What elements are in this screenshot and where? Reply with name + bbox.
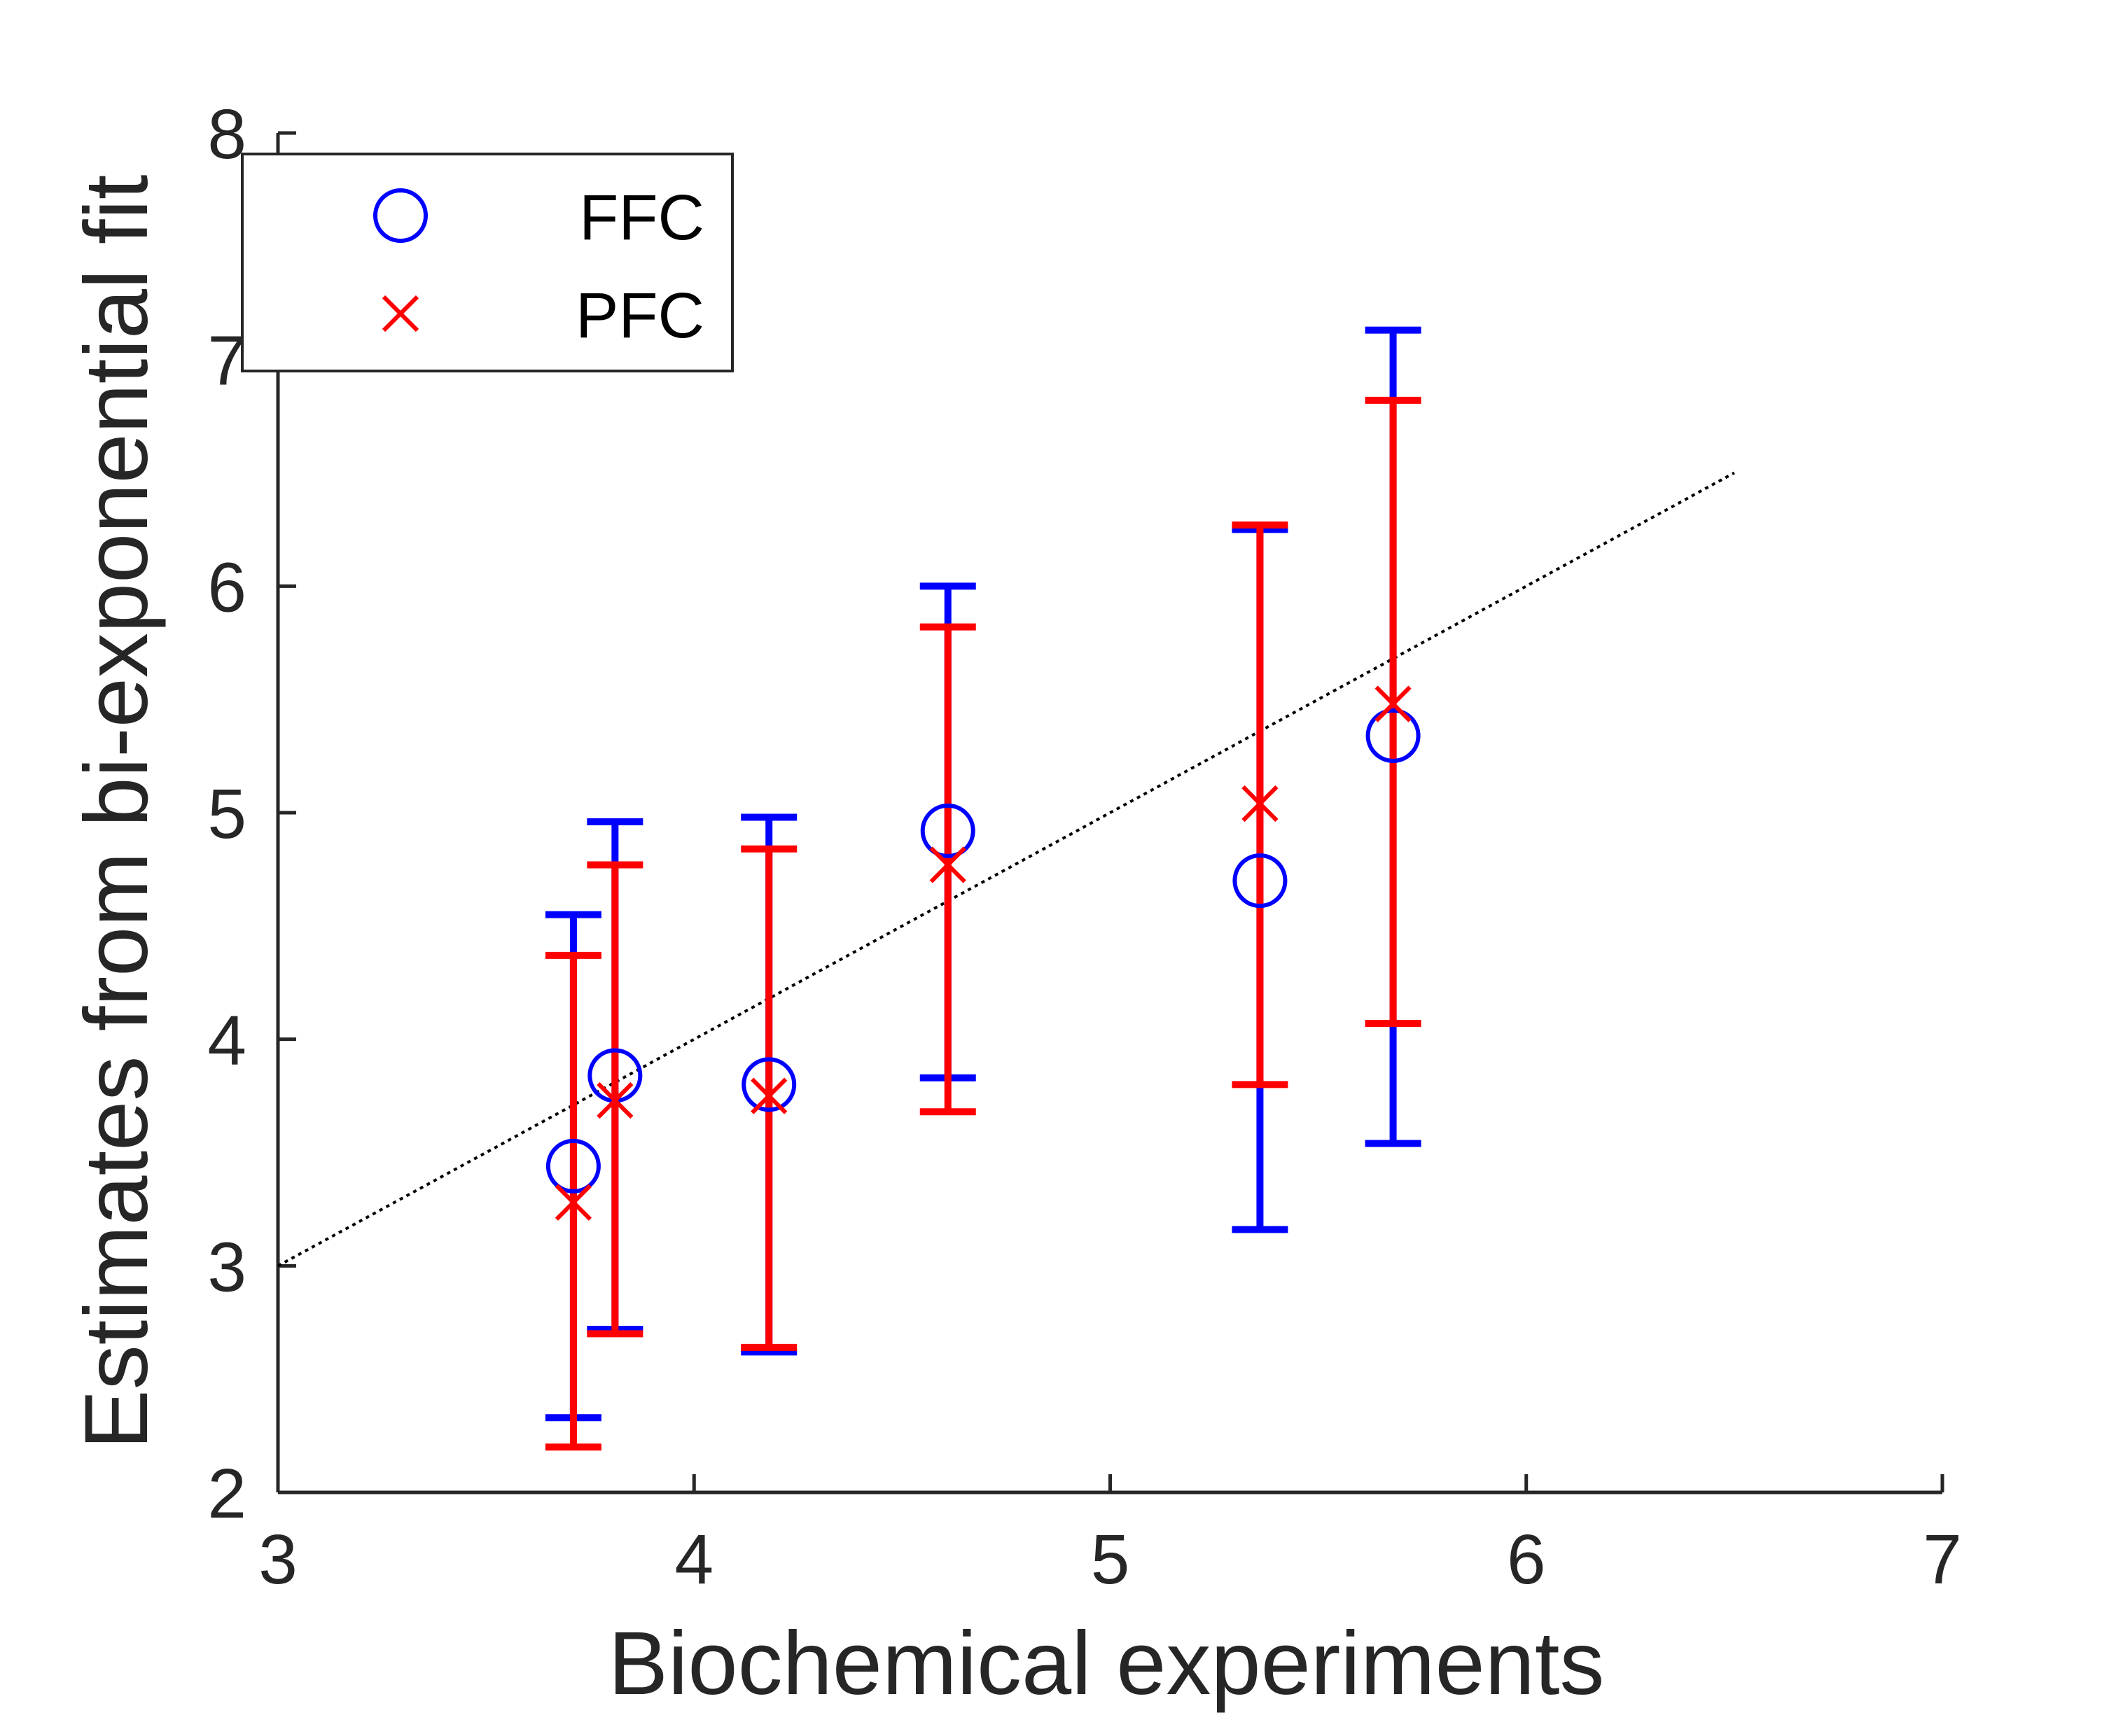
ffc-point [920,803,975,858]
pfc-point [1241,785,1279,822]
x-tick-label: 6 [1507,1520,1546,1599]
y-axis-title: Estimates from bi-exponential fit [67,174,167,1449]
x-tick-label: 5 [1091,1520,1130,1599]
ffc-point [1365,708,1421,763]
pfc-point [929,846,966,883]
y-tick-label: 4 [207,1002,246,1080]
data-markers [545,685,1421,1221]
y-tick-label: 8 [207,95,246,174]
pfc-point [751,1077,788,1114]
y-tick-label: 2 [207,1455,246,1533]
legend: FFC PFC [241,153,734,372]
x-tick-label: 3 [258,1520,298,1599]
ffc-point [545,1138,601,1194]
x-tick-label: 7 [1923,1520,1962,1599]
error-bars [545,326,1421,1451]
y-tick-label: 5 [207,775,246,853]
pfc-point [1374,685,1412,722]
y-tick-label: 3 [207,1228,246,1306]
legend-label-pfc: PFC [576,280,704,351]
reference-line [277,471,1735,1268]
legend-marker-ffc [373,188,428,243]
x-axis-title: Biochemical experiments [608,1614,1605,1714]
pfc-point [597,1082,634,1119]
y-tick-label: 7 [207,322,246,400]
reference-line-path [277,471,1735,1268]
legend-marker-pfc [382,295,419,332]
ffc-point [1232,853,1288,909]
x-tick-label: 4 [674,1520,714,1599]
legend-label-ffc: FFC [579,182,704,253]
legend-box [241,153,734,372]
y-tick-label: 6 [207,548,246,626]
ffc-point [742,1057,797,1112]
pfc-point [555,1184,592,1221]
